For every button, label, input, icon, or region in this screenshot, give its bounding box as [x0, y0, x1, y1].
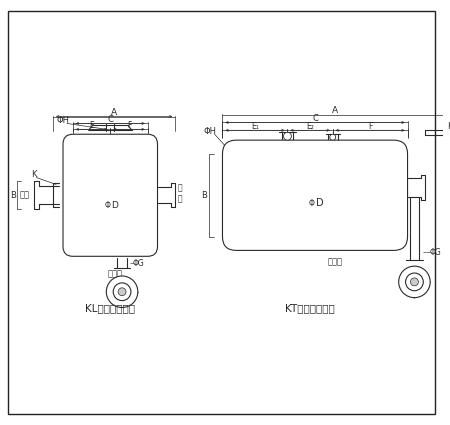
Text: C: C — [107, 115, 113, 124]
Text: ΦG: ΦG — [429, 248, 441, 257]
Circle shape — [405, 273, 423, 291]
FancyBboxPatch shape — [63, 134, 158, 256]
Text: A: A — [111, 108, 117, 117]
Text: E₂: E₂ — [306, 122, 314, 131]
Text: KL型空气炮外型: KL型空气炮外型 — [85, 303, 135, 314]
Text: 排水孔: 排水孔 — [327, 258, 342, 267]
Text: F: F — [127, 121, 131, 130]
Circle shape — [330, 134, 336, 140]
Text: 排水孔: 排水孔 — [108, 269, 123, 278]
Text: Φ: Φ — [309, 198, 315, 208]
Text: A: A — [332, 106, 338, 115]
Text: F: F — [368, 122, 372, 131]
Text: Φ: Φ — [104, 201, 110, 210]
Text: 排
气: 排 气 — [178, 184, 182, 203]
Text: E₁: E₁ — [251, 122, 259, 131]
Circle shape — [113, 283, 131, 300]
Text: ΦH: ΦH — [203, 127, 216, 136]
Text: ΦG: ΦG — [133, 259, 145, 268]
Text: E: E — [89, 121, 94, 130]
Text: KT型空气炮外型: KT型空气炮外型 — [285, 303, 335, 314]
Text: C: C — [312, 114, 318, 123]
Text: ΦH: ΦH — [57, 116, 69, 125]
Circle shape — [284, 132, 292, 140]
Text: D: D — [316, 198, 324, 208]
Circle shape — [399, 266, 430, 298]
Text: D: D — [111, 201, 117, 210]
FancyBboxPatch shape — [222, 140, 408, 250]
Text: 进气: 进气 — [20, 191, 30, 200]
Circle shape — [118, 288, 126, 296]
Text: K: K — [447, 122, 450, 131]
Text: K: K — [31, 170, 36, 179]
Circle shape — [106, 276, 138, 308]
Text: B: B — [201, 191, 207, 200]
Text: B: B — [10, 191, 16, 200]
Circle shape — [410, 278, 419, 286]
